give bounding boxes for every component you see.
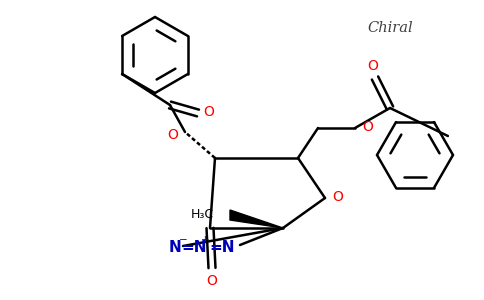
Text: O: O (167, 128, 179, 142)
Text: H₃C: H₃C (190, 208, 213, 220)
Polygon shape (230, 210, 283, 228)
Text: −: − (179, 235, 187, 245)
Text: N: N (168, 241, 182, 256)
Text: +: + (201, 235, 209, 245)
Text: O: O (367, 59, 378, 73)
Text: Chiral: Chiral (367, 21, 413, 35)
Text: O: O (333, 190, 344, 204)
Text: O: O (207, 274, 217, 288)
Text: =N: =N (209, 241, 235, 256)
Text: O: O (363, 120, 374, 134)
Text: =N: =N (181, 241, 207, 256)
Text: O: O (204, 105, 214, 119)
